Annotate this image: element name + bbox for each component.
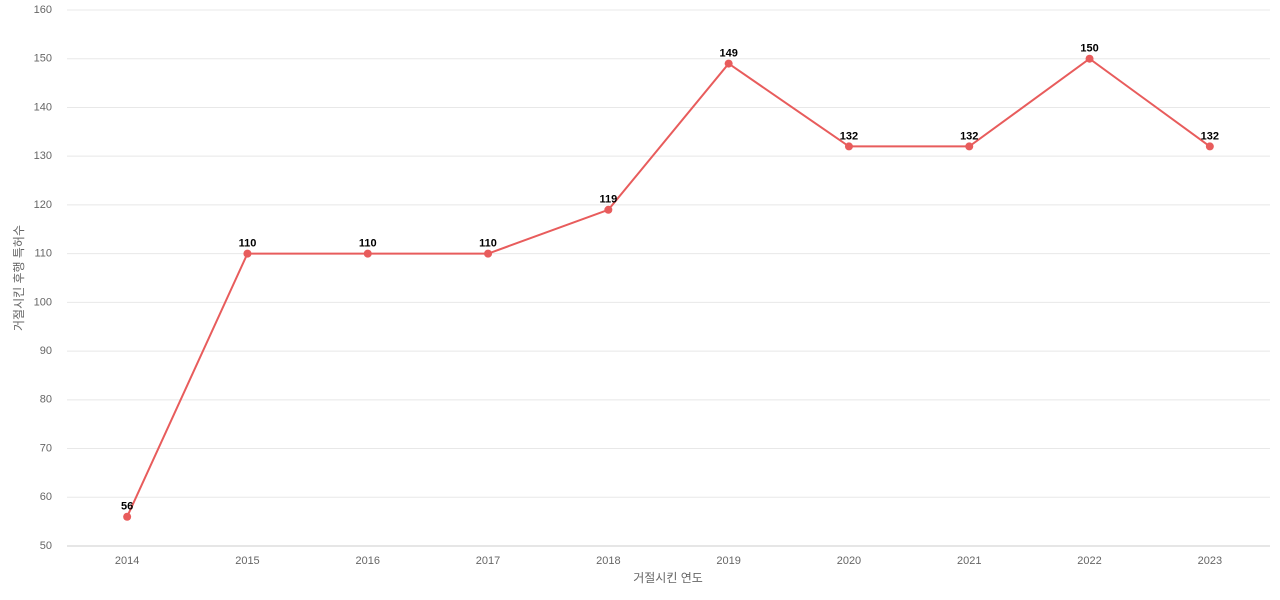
- point: [604, 205, 613, 214]
- y-tick-label: 90: [40, 345, 52, 357]
- line: [126, 57, 1211, 518]
- x-tick-label: 2016: [356, 555, 380, 567]
- x-tick-label: 2018: [596, 555, 620, 567]
- x-axis-label: 거절시킨 연도: [633, 571, 703, 585]
- x-tick-label: 2021: [957, 555, 981, 567]
- data-label: 132: [1201, 130, 1219, 142]
- data-label: 110: [359, 238, 377, 250]
- point: [724, 59, 733, 68]
- data-label: 132: [960, 130, 978, 142]
- data-label: 149: [719, 48, 737, 60]
- data-label: 110: [479, 238, 497, 250]
- y-axis-label: 거절시킨 후행 특허수: [11, 225, 26, 331]
- point: [123, 512, 132, 521]
- x-tick-label: 2017: [476, 555, 500, 567]
- data-label: 150: [1080, 43, 1098, 55]
- point: [243, 249, 252, 258]
- data-label: 56: [121, 501, 133, 513]
- y-tick-label: 120: [34, 199, 52, 211]
- x-tick-label: 2020: [837, 555, 861, 567]
- x-tick-label: 2023: [1198, 555, 1222, 567]
- y-tick-label: 70: [40, 442, 52, 454]
- y-tick-label: 150: [34, 53, 52, 65]
- y-tick-label: 160: [34, 4, 52, 16]
- point: [965, 142, 974, 151]
- x-tick-label: 2015: [235, 555, 259, 567]
- point: [1085, 54, 1094, 63]
- data-label: 132: [840, 130, 858, 142]
- data-label: 110: [239, 238, 257, 250]
- data-label: 119: [599, 194, 617, 206]
- y-tick-label: 140: [34, 101, 52, 113]
- x-tick-label: 2022: [1077, 555, 1101, 567]
- y-tick-label: 50: [40, 540, 52, 552]
- point: [363, 249, 372, 258]
- point: [844, 142, 853, 151]
- y-tick-label: 100: [34, 296, 52, 308]
- point: [1205, 142, 1214, 151]
- point: [484, 249, 493, 258]
- x-tick-label: 2019: [716, 555, 740, 567]
- x-tick-label: 2014: [115, 555, 139, 567]
- y-tick-label: 130: [34, 150, 52, 162]
- y-tick-label: 110: [34, 248, 52, 260]
- y-tick-label: 80: [40, 394, 52, 406]
- y-tick-label: 60: [40, 491, 52, 503]
